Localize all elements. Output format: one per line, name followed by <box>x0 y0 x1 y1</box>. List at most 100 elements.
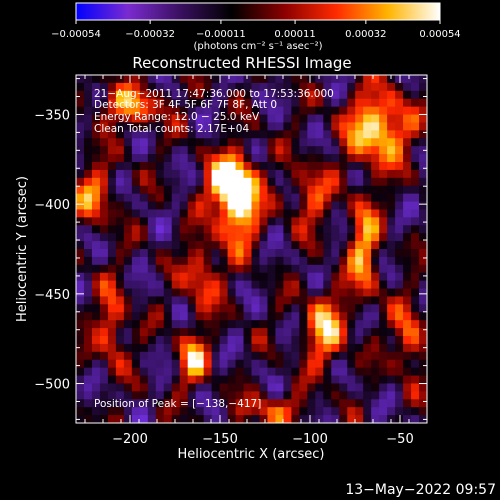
colorbar-unit-label: (photons cm⁻² s⁻¹ asec⁻²) <box>193 41 322 52</box>
heatmap-cell <box>371 272 380 282</box>
heatmap-cell <box>379 264 388 274</box>
heatmap-cell <box>323 233 332 242</box>
heatmap-cell <box>243 407 252 416</box>
heatmap-cell <box>139 351 149 361</box>
heatmap-cell <box>219 391 229 400</box>
heatmap-cell <box>339 225 348 234</box>
heatmap-cell <box>115 177 125 187</box>
heatmap-cell <box>171 399 181 408</box>
heatmap-cell <box>291 383 300 392</box>
heatmap-cell <box>339 296 348 305</box>
heatmap-cell <box>307 75 316 84</box>
heatmap-cell <box>235 241 245 250</box>
heatmap-cell <box>76 367 85 377</box>
heatmap-cell <box>131 351 141 361</box>
heatmap-cell <box>76 288 85 297</box>
heatmap-cell <box>323 359 332 369</box>
heatmap-cell <box>379 391 388 400</box>
heatmap-cell <box>123 169 133 179</box>
heatmap-cell <box>243 320 252 329</box>
heatmap-cell <box>91 185 101 195</box>
heatmap-cell <box>147 114 157 123</box>
heatmap-cell <box>291 343 300 353</box>
heatmap-cell <box>259 185 268 195</box>
heatmap-cell <box>227 154 237 163</box>
heatmap-cell <box>347 90 356 100</box>
heatmap-cell <box>235 407 245 416</box>
heatmap-cell <box>211 201 221 210</box>
heatmap-cell <box>259 233 268 242</box>
heatmap-cell <box>379 233 388 242</box>
heatmap-cell <box>363 256 372 266</box>
heatmap-cell <box>219 146 229 155</box>
heatmap-cell <box>76 256 85 266</box>
heatmap-cell <box>339 336 348 345</box>
heatmap-cell <box>147 383 157 392</box>
heatmap-cell <box>115 130 125 139</box>
heatmap-cell <box>235 288 245 297</box>
heatmap-cell <box>331 351 340 361</box>
heatmap-cell <box>155 130 165 139</box>
heatmap-cell <box>251 249 260 258</box>
heatmap-cell <box>419 217 428 226</box>
heatmap-cell <box>395 320 404 329</box>
heatmap-cell <box>187 391 197 400</box>
heatmap-cell <box>299 201 308 210</box>
heatmap-cell <box>107 351 117 361</box>
heatmap-cell <box>147 256 157 266</box>
heatmap-cell <box>107 209 117 218</box>
heatmap-cell <box>339 185 348 195</box>
heatmap-cell <box>251 328 260 337</box>
heatmap-cell <box>267 82 276 92</box>
heatmap-cell <box>243 296 252 305</box>
heatmap-cell <box>227 169 237 179</box>
heatmap-cell <box>107 106 117 116</box>
heatmap-cell <box>347 233 356 242</box>
heatmap-cell <box>291 288 300 297</box>
heatmap-cell <box>259 177 268 187</box>
heatmap-cell <box>315 351 324 361</box>
heatmap-cell <box>347 336 356 345</box>
heatmap-cell <box>131 256 141 266</box>
heatmap-cell <box>211 249 221 258</box>
heatmap-cell <box>131 288 141 297</box>
heatmap-cell <box>259 193 268 203</box>
heatmap-cell <box>243 304 252 313</box>
heatmap-cell <box>323 75 332 84</box>
heatmap-cell <box>363 320 372 329</box>
heatmap-cell <box>107 154 117 163</box>
heatmap-cell <box>131 154 141 163</box>
heatmap-cell <box>363 328 372 337</box>
heatmap-cell <box>275 154 284 163</box>
heatmap-cell <box>155 225 165 234</box>
heatmap-cell <box>299 241 308 250</box>
heatmap-cell <box>123 367 133 377</box>
chart-title: Reconstructed RHESSI Image <box>132 54 351 72</box>
heatmap-cell <box>387 75 396 84</box>
heatmap-cell <box>371 122 380 131</box>
heatmap-cell <box>323 146 332 155</box>
heatmap-cell <box>395 399 404 408</box>
heatmap-cell <box>163 114 173 123</box>
colorbar-tick-label: −0.00032 <box>125 29 175 40</box>
heatmap-cell <box>195 343 205 353</box>
heatmap-cell <box>363 122 372 131</box>
heatmap-cell <box>179 375 189 384</box>
heatmap-cell <box>107 217 117 226</box>
heatmap-cell <box>91 193 101 203</box>
heatmap-cell <box>83 98 93 108</box>
heatmap-cell <box>387 177 396 187</box>
heatmap-cell <box>91 82 101 92</box>
colorbar-tick-label: −0.00011 <box>196 29 246 40</box>
heatmap-cell <box>227 185 237 195</box>
heatmap-cell <box>83 201 93 210</box>
heatmap-cell <box>243 391 252 400</box>
heatmap-cell <box>395 264 404 274</box>
heatmap-cell <box>323 399 332 408</box>
heatmap-cell <box>76 320 85 329</box>
heatmap-cell <box>347 288 356 297</box>
heatmap-cell <box>155 328 165 337</box>
heatmap-cell <box>283 185 292 195</box>
heatmap-cell <box>123 154 133 163</box>
heatmap-cell <box>339 233 348 242</box>
